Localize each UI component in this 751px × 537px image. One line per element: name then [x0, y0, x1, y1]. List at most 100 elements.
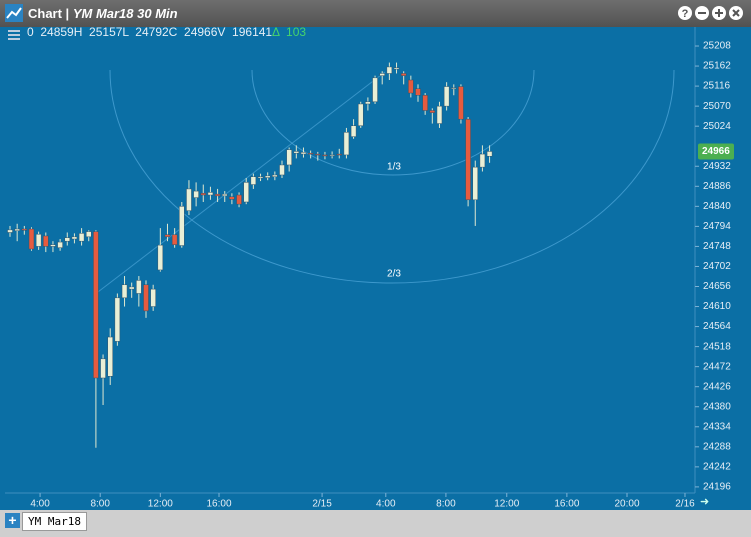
candle-body	[357, 103, 364, 126]
fib-arc	[109, 69, 675, 284]
y-tick-label: 24288	[703, 441, 731, 452]
symbol-text: YM Mar18 30 Min	[72, 6, 178, 21]
candle-body	[236, 194, 242, 205]
candle-body	[150, 288, 156, 307]
candle-body	[372, 77, 378, 103]
candle-body	[157, 244, 164, 271]
y-tick-label: 24932	[703, 161, 731, 172]
candle-body	[14, 228, 20, 231]
candle-body	[486, 151, 493, 157]
x-tick-label: 16:00	[554, 499, 579, 510]
candle-body	[50, 244, 56, 247]
candle-body	[207, 192, 214, 196]
candle-body	[164, 234, 171, 238]
candle-body	[400, 73, 407, 76]
candle-body	[272, 174, 278, 177]
candle-body	[136, 280, 142, 294]
candle-body	[465, 118, 471, 201]
candle-body	[386, 66, 393, 74]
candle-body	[458, 86, 464, 120]
candle-body	[7, 229, 13, 233]
candle-body	[279, 164, 285, 176]
x-tick-label: 2/15	[312, 499, 332, 510]
candle-body	[71, 236, 78, 240]
symbol-tab[interactable]: YM Mar18	[22, 512, 87, 531]
candle-body	[179, 206, 185, 246]
candle-body	[293, 151, 300, 154]
candle-body	[193, 190, 199, 198]
candle-body	[415, 88, 421, 96]
candle-body	[214, 193, 221, 197]
x-tick-label: 4:00	[30, 499, 50, 510]
x-tick-label: 4:00	[376, 499, 396, 510]
candle-body	[286, 149, 292, 166]
y-tick-label: 24702	[703, 261, 731, 272]
bottom-bar: + YM Mar18	[0, 510, 751, 537]
candle-body	[186, 188, 192, 211]
candle-body	[422, 94, 428, 111]
candle-body	[408, 79, 414, 94]
fib-arc	[251, 69, 535, 176]
candle-body	[229, 196, 235, 200]
candle-body	[451, 87, 457, 90]
candle-body	[443, 86, 450, 107]
fib-label: 1/3	[387, 162, 401, 173]
trend-line	[93, 71, 386, 296]
candle-body	[171, 234, 178, 245]
title-text: Chart |	[28, 6, 70, 21]
change-label: Δ 103	[272, 27, 306, 39]
candle-body	[28, 228, 35, 250]
y-tick-label: 24610	[703, 301, 731, 312]
scroll-arrow[interactable]: ➜	[700, 496, 709, 508]
candle-body	[128, 286, 135, 290]
chart: 0 24859H 25157L 24792C 24966V 196141 Δ 1…	[0, 27, 751, 510]
x-tick-label: 8:00	[90, 499, 110, 510]
y-tick-label: 25208	[703, 41, 731, 52]
candle-body	[43, 235, 49, 247]
y-tick-label: 24886	[703, 181, 731, 192]
candle-body	[315, 153, 321, 156]
y-tick-label: 24748	[703, 241, 731, 252]
x-tick-label: 12:00	[494, 499, 519, 510]
candle-body	[307, 152, 314, 155]
candle-body	[64, 237, 71, 242]
y-tick-label: 25070	[703, 101, 731, 112]
candle-body	[243, 182, 249, 203]
candle-body	[121, 284, 128, 299]
window-title: Chart | YM Mar18 30 Min	[28, 6, 178, 21]
y-tick-label: 24794	[703, 221, 731, 232]
y-tick-label: 24334	[703, 421, 731, 432]
candle-body	[436, 105, 443, 124]
candle-body	[143, 284, 149, 312]
y-tick-label: 24380	[703, 401, 731, 412]
x-tick-label: 12:00	[148, 499, 173, 510]
fib-label: 2/3	[387, 269, 401, 280]
candle-body	[472, 166, 479, 201]
title-bar: Chart | YM Mar18 30 Min ?	[0, 0, 751, 27]
candle-body	[329, 154, 335, 157]
y-tick-label: 25024	[703, 121, 731, 132]
y-tick-label: 24564	[703, 321, 731, 332]
y-tick-label: 24472	[703, 361, 731, 372]
candle-body	[479, 153, 486, 168]
candle-body	[57, 241, 63, 248]
candle-body	[322, 154, 328, 157]
candle-body	[107, 336, 113, 377]
candle-body	[300, 152, 307, 155]
candle-body	[78, 233, 85, 242]
y-tick-label: 24656	[703, 281, 731, 292]
add-tab[interactable]: +	[5, 513, 20, 528]
candle-body	[343, 132, 350, 156]
candle-body	[257, 176, 264, 179]
window-controls[interactable]: ?	[677, 4, 747, 24]
x-tick-label: 8:00	[436, 499, 456, 510]
candle-body	[100, 358, 106, 379]
y-tick-label: 24242	[703, 462, 731, 473]
candle-body	[93, 231, 99, 379]
candle-body	[379, 73, 385, 76]
candle-body	[393, 67, 400, 70]
y-tick-label: 25162	[703, 61, 731, 72]
candle-body	[429, 110, 436, 113]
candle-body	[264, 175, 271, 178]
candle-body	[85, 231, 92, 238]
